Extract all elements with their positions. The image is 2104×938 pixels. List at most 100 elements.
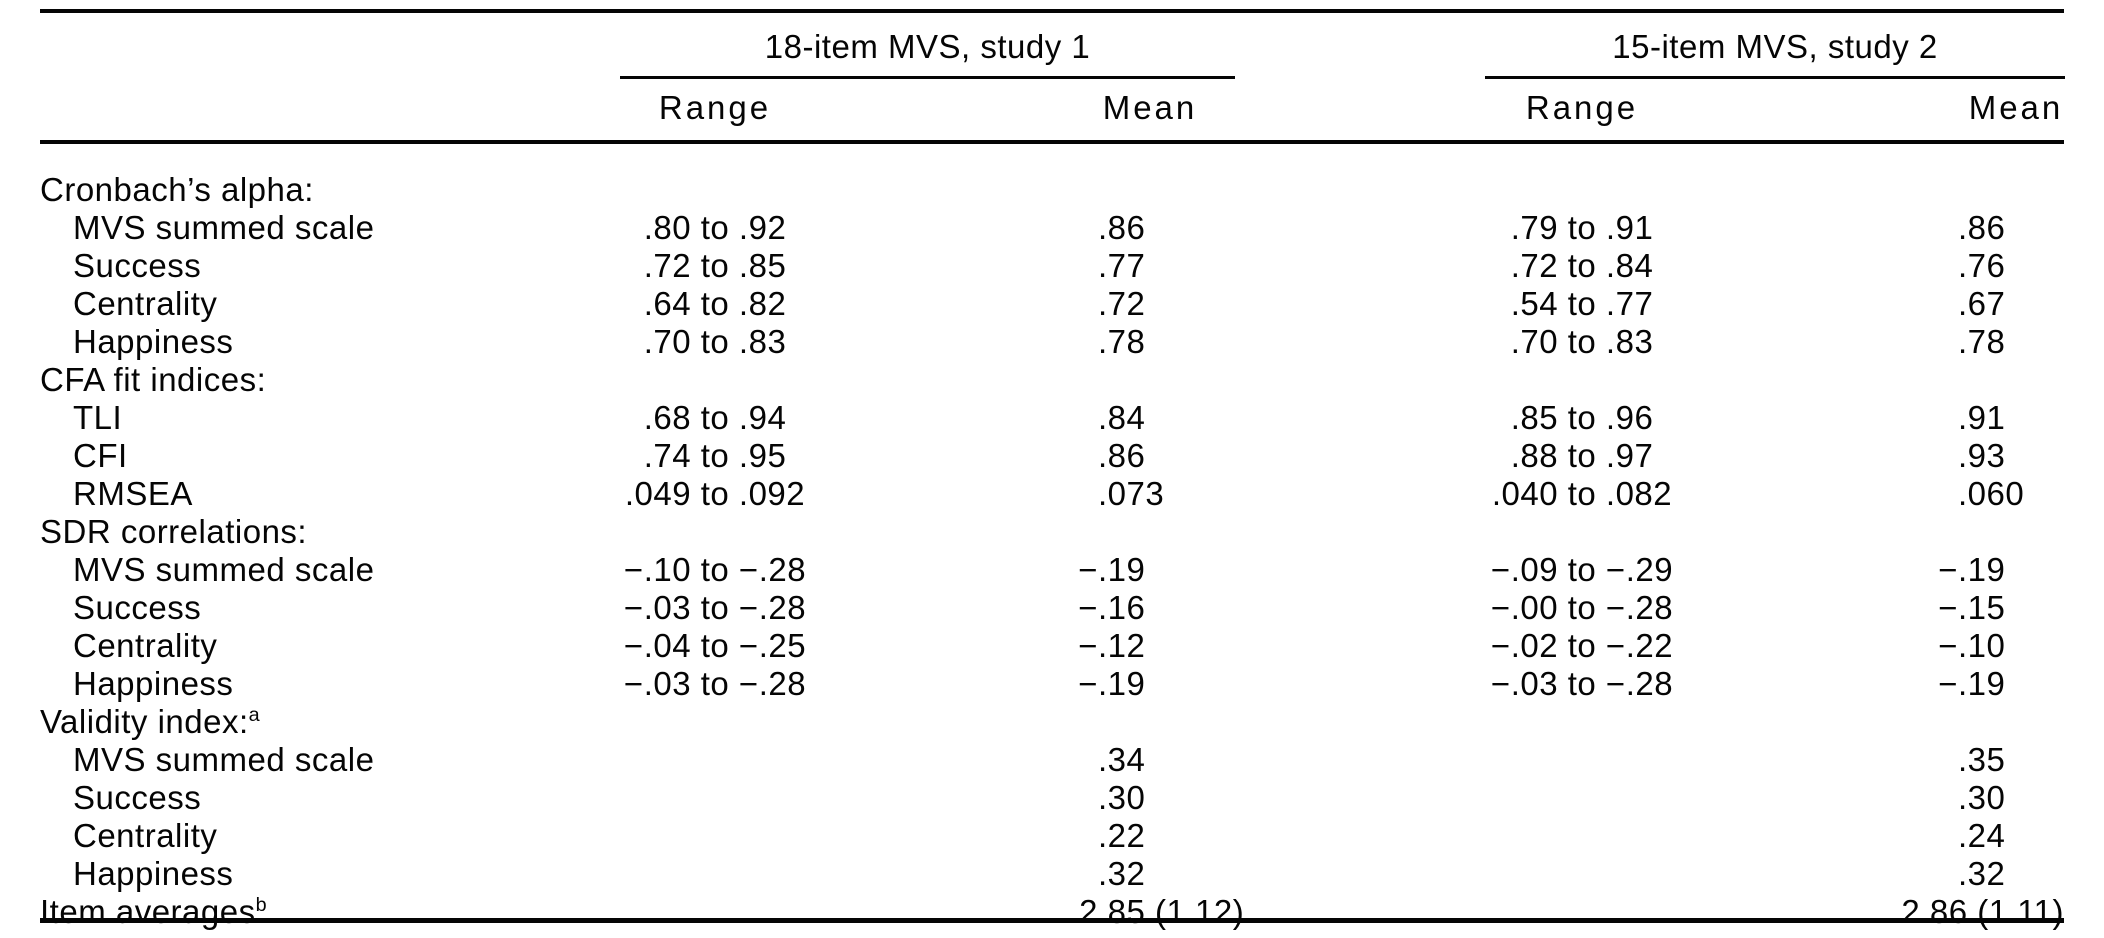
mean-fraction-part: .86 bbox=[1098, 437, 1146, 474]
row-label-text: Cronbach’s alpha: bbox=[40, 171, 314, 208]
table-row: RMSEA .049 to .092 .073 .040 to .082 .060 bbox=[40, 475, 2064, 513]
table-row: Happiness .70 to .83 .78 .70 to .83 .78 bbox=[40, 323, 2064, 361]
mean-fraction-part: .78 bbox=[1958, 323, 2006, 360]
study2-range-cell: .040 to .082 bbox=[1491, 475, 1673, 512]
mean-integer-part: − bbox=[1078, 665, 1098, 702]
mean-integer-part bbox=[1764, 855, 1958, 893]
study1-range-cell: .72 to .85 bbox=[643, 247, 787, 284]
mean-integer-part: − bbox=[1078, 627, 1098, 664]
mean-fraction-part: .34 bbox=[1098, 741, 1146, 778]
mean-fraction-part: .060 bbox=[1958, 475, 2025, 512]
study1-range-cell: .68 to .94 bbox=[643, 399, 787, 436]
table-row: Happiness .32 .32 bbox=[40, 855, 2064, 893]
study1-mean-cell: .77 bbox=[890, 247, 1250, 285]
mean-integer-part bbox=[1764, 817, 1958, 855]
study1-mean-cell: .34 bbox=[890, 741, 1250, 779]
row-label-text: Success bbox=[73, 589, 202, 626]
study2-range-cell: .85 to .96 bbox=[1510, 399, 1654, 436]
mean-integer-part bbox=[1764, 209, 1958, 247]
section-row: Validity index:a bbox=[40, 703, 2064, 741]
mean-fraction-part: .073 bbox=[1098, 475, 1165, 512]
mean-integer-part bbox=[890, 399, 1098, 437]
row-label: Success bbox=[40, 779, 540, 817]
mean-integer-part bbox=[890, 247, 1098, 285]
mean-fraction-part: .30 bbox=[1958, 779, 2006, 816]
study1-spanner-rule bbox=[620, 76, 1235, 79]
study1-mean-cell: − .19 bbox=[890, 551, 1250, 589]
table-row: Success .30 .30 bbox=[40, 779, 2064, 817]
header-rule bbox=[40, 140, 2064, 144]
study2-mean-cell: 2.86 (1.11) bbox=[1764, 893, 2064, 931]
row-label-text: Happiness bbox=[73, 855, 234, 892]
row-label-text: MVS summed scale bbox=[73, 741, 375, 778]
study1-range-cell: .74 to .95 bbox=[643, 437, 787, 474]
section-row: SDR correlations: bbox=[40, 513, 2064, 551]
study1-range-cell: .049 to .092 bbox=[624, 475, 806, 512]
row-label: SDR correlations: bbox=[40, 513, 540, 551]
row-label: TLI bbox=[40, 399, 540, 437]
row-label-text: Validity index: bbox=[40, 703, 249, 740]
mean-fraction-part: .91 bbox=[1958, 399, 2006, 436]
study1-range-cell: .70 to .83 bbox=[643, 323, 787, 360]
row-label: Success bbox=[40, 589, 540, 627]
table-row: Success −.03 to −.28− .16 −.00 to −.28− .15 bbox=[40, 589, 2064, 627]
study1-range-cell: .80 to .92 bbox=[643, 209, 787, 246]
study2-range-cell: .54 to .77 bbox=[1510, 285, 1654, 322]
study1-spanner-title: 18-item MVS, study 1 bbox=[764, 28, 1091, 65]
mean-fraction-part: .16 bbox=[1098, 589, 1146, 626]
study1-mean-cell: − .19 bbox=[890, 665, 1250, 703]
row-label: Centrality bbox=[40, 817, 540, 855]
row-label: Centrality bbox=[40, 285, 540, 323]
study2-mean-header: Mean bbox=[1968, 89, 2064, 126]
study2-mean-cell: .67 bbox=[1764, 285, 2064, 323]
mean-fraction-part: .19 bbox=[1958, 551, 2006, 588]
row-label: RMSEA bbox=[40, 475, 540, 513]
row-label-text: CFI bbox=[73, 437, 128, 474]
study2-mean-cell: .93 bbox=[1764, 437, 2064, 475]
study2-range-cell: −.09 to −.29 bbox=[1490, 551, 1674, 588]
mean-integer-part: 2 bbox=[1079, 893, 1098, 930]
mean-fraction-part: .86 bbox=[1098, 209, 1146, 246]
study2-range-cell: .88 to .97 bbox=[1510, 437, 1654, 474]
study1-mean-cell: − .16 bbox=[890, 589, 1250, 627]
row-label-text: Happiness bbox=[73, 323, 234, 360]
study2-spanner-rule bbox=[1485, 76, 2065, 79]
row-label-text: MVS summed scale bbox=[73, 551, 375, 588]
mean-integer-part bbox=[890, 855, 1098, 893]
row-label: Validity index:a bbox=[40, 703, 540, 741]
row-label: Cronbach’s alpha: bbox=[40, 171, 540, 209]
mean-fraction-part: .76 bbox=[1958, 247, 2006, 284]
row-label-text: Happiness bbox=[73, 665, 234, 702]
row-label: MVS summed scale bbox=[40, 209, 540, 247]
table-row: Centrality .64 to .82 .72 .54 to .77 .67 bbox=[40, 285, 2064, 323]
study1-mean-cell: .86 bbox=[890, 209, 1250, 247]
study2-mean-cell: − .19 bbox=[1764, 665, 2064, 703]
mean-integer-part: − bbox=[1938, 627, 1958, 664]
study2-mean-cell: .76 bbox=[1764, 247, 2064, 285]
mean-fraction-part: .30 bbox=[1098, 779, 1146, 816]
table-row: CFI .74 to .95 .86 .88 to .97 .93 bbox=[40, 437, 2064, 475]
study1-mean-cell: .073 bbox=[890, 475, 1250, 513]
table-row: Happiness −.03 to −.28− .19 −.03 to −.28− .1… bbox=[40, 665, 2064, 703]
study2-range-cell: .72 to .84 bbox=[1510, 247, 1654, 284]
mean-integer-part bbox=[1764, 437, 1958, 475]
row-label: Happiness bbox=[40, 665, 540, 703]
mean-fraction-part: .72 bbox=[1098, 285, 1146, 322]
study1-mean-cell: 2.85 (1.12) bbox=[890, 893, 1250, 931]
mean-fraction-part: .85 (1.12) bbox=[1098, 893, 1245, 930]
study2-mean-cell: − .10 bbox=[1764, 627, 2064, 665]
row-label: Centrality bbox=[40, 627, 540, 665]
mean-fraction-part: .77 bbox=[1098, 247, 1146, 284]
row-label-text: Centrality bbox=[73, 627, 218, 664]
row-label-text: Success bbox=[73, 247, 202, 284]
mean-integer-part bbox=[890, 285, 1098, 323]
row-label: Item averagesb bbox=[40, 893, 540, 931]
study1-mean-cell: .30 bbox=[890, 779, 1250, 817]
mean-integer-part bbox=[1764, 285, 1958, 323]
row-label-text: TLI bbox=[73, 399, 123, 436]
study1-mean-cell: .86 bbox=[890, 437, 1250, 475]
section-row: Item averagesb 2.85 (1.12) 2.86 (1.11) bbox=[40, 893, 2064, 931]
study1-mean-cell: .72 bbox=[890, 285, 1250, 323]
study2-range-cell: .70 to .83 bbox=[1510, 323, 1654, 360]
